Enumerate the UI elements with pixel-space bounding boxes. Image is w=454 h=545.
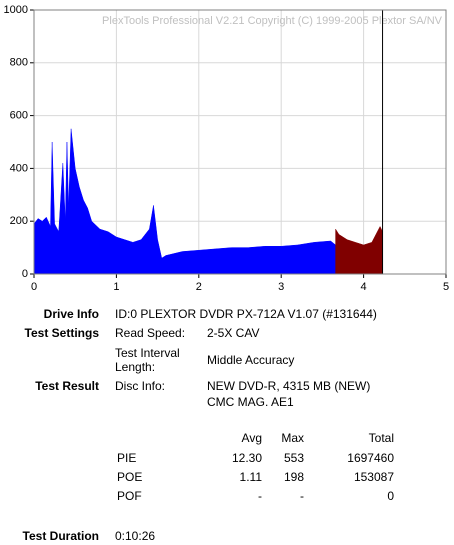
column-header: Total — [368, 431, 394, 445]
value: NEW DVD-R, 4315 MB (NEW) — [207, 379, 371, 393]
cell: 1.11 — [239, 470, 262, 484]
x-tick-label: 2 — [196, 281, 202, 293]
value: Middle Accuracy — [207, 353, 295, 367]
x-tick-label: 3 — [278, 281, 284, 293]
cell: 153087 — [353, 470, 394, 484]
label: Test Result — [35, 379, 99, 393]
label: Disc Info: — [115, 379, 166, 393]
y-tick-label: 800 — [10, 57, 28, 69]
label: Drive Info — [43, 307, 99, 321]
chart: PlexTools Professional V2.21 Copyright (… — [4, 4, 450, 293]
x-tick-label: 5 — [443, 281, 449, 293]
row-label: POF — [117, 489, 142, 503]
cell: 1697460 — [347, 451, 394, 465]
label: Test Duration — [22, 529, 99, 543]
y-tick-label: 200 — [10, 215, 28, 227]
value: 2-5X CAV — [207, 326, 260, 340]
column-header: Avg — [241, 431, 262, 445]
y-tick-label: 600 — [10, 110, 28, 122]
value: 0:10:26 — [115, 529, 156, 543]
cell: 12.30 — [231, 451, 262, 465]
watermark: PlexTools Professional V2.21 Copyright (… — [102, 15, 443, 27]
value: CMC MAG. AE1 — [207, 395, 294, 409]
x-tick-label: 1 — [113, 281, 119, 293]
row-label: PIE — [117, 451, 137, 465]
column-header: Max — [281, 431, 304, 445]
label: Length: — [115, 360, 156, 374]
label: Read Speed: — [115, 326, 186, 340]
x-tick-label: 4 — [361, 281, 367, 293]
cell: 553 — [283, 451, 304, 465]
cell: - — [258, 489, 262, 503]
cell: 0 — [387, 489, 394, 503]
plot-frame — [33, 9, 447, 275]
x-tick-label: 0 — [31, 281, 37, 293]
label: Test Settings — [24, 326, 99, 340]
y-tick-label: 1000 — [4, 4, 28, 16]
cell: 198 — [283, 470, 304, 484]
y-tick-label: 400 — [10, 162, 28, 174]
y-tick-label: 0 — [22, 268, 28, 280]
value: ID:0 PLEXTOR DVDR PX-712A V1.07 (#131644… — [115, 307, 377, 321]
cell: - — [300, 489, 304, 503]
row-label: POE — [117, 470, 143, 484]
label: Test Interval — [115, 346, 180, 360]
